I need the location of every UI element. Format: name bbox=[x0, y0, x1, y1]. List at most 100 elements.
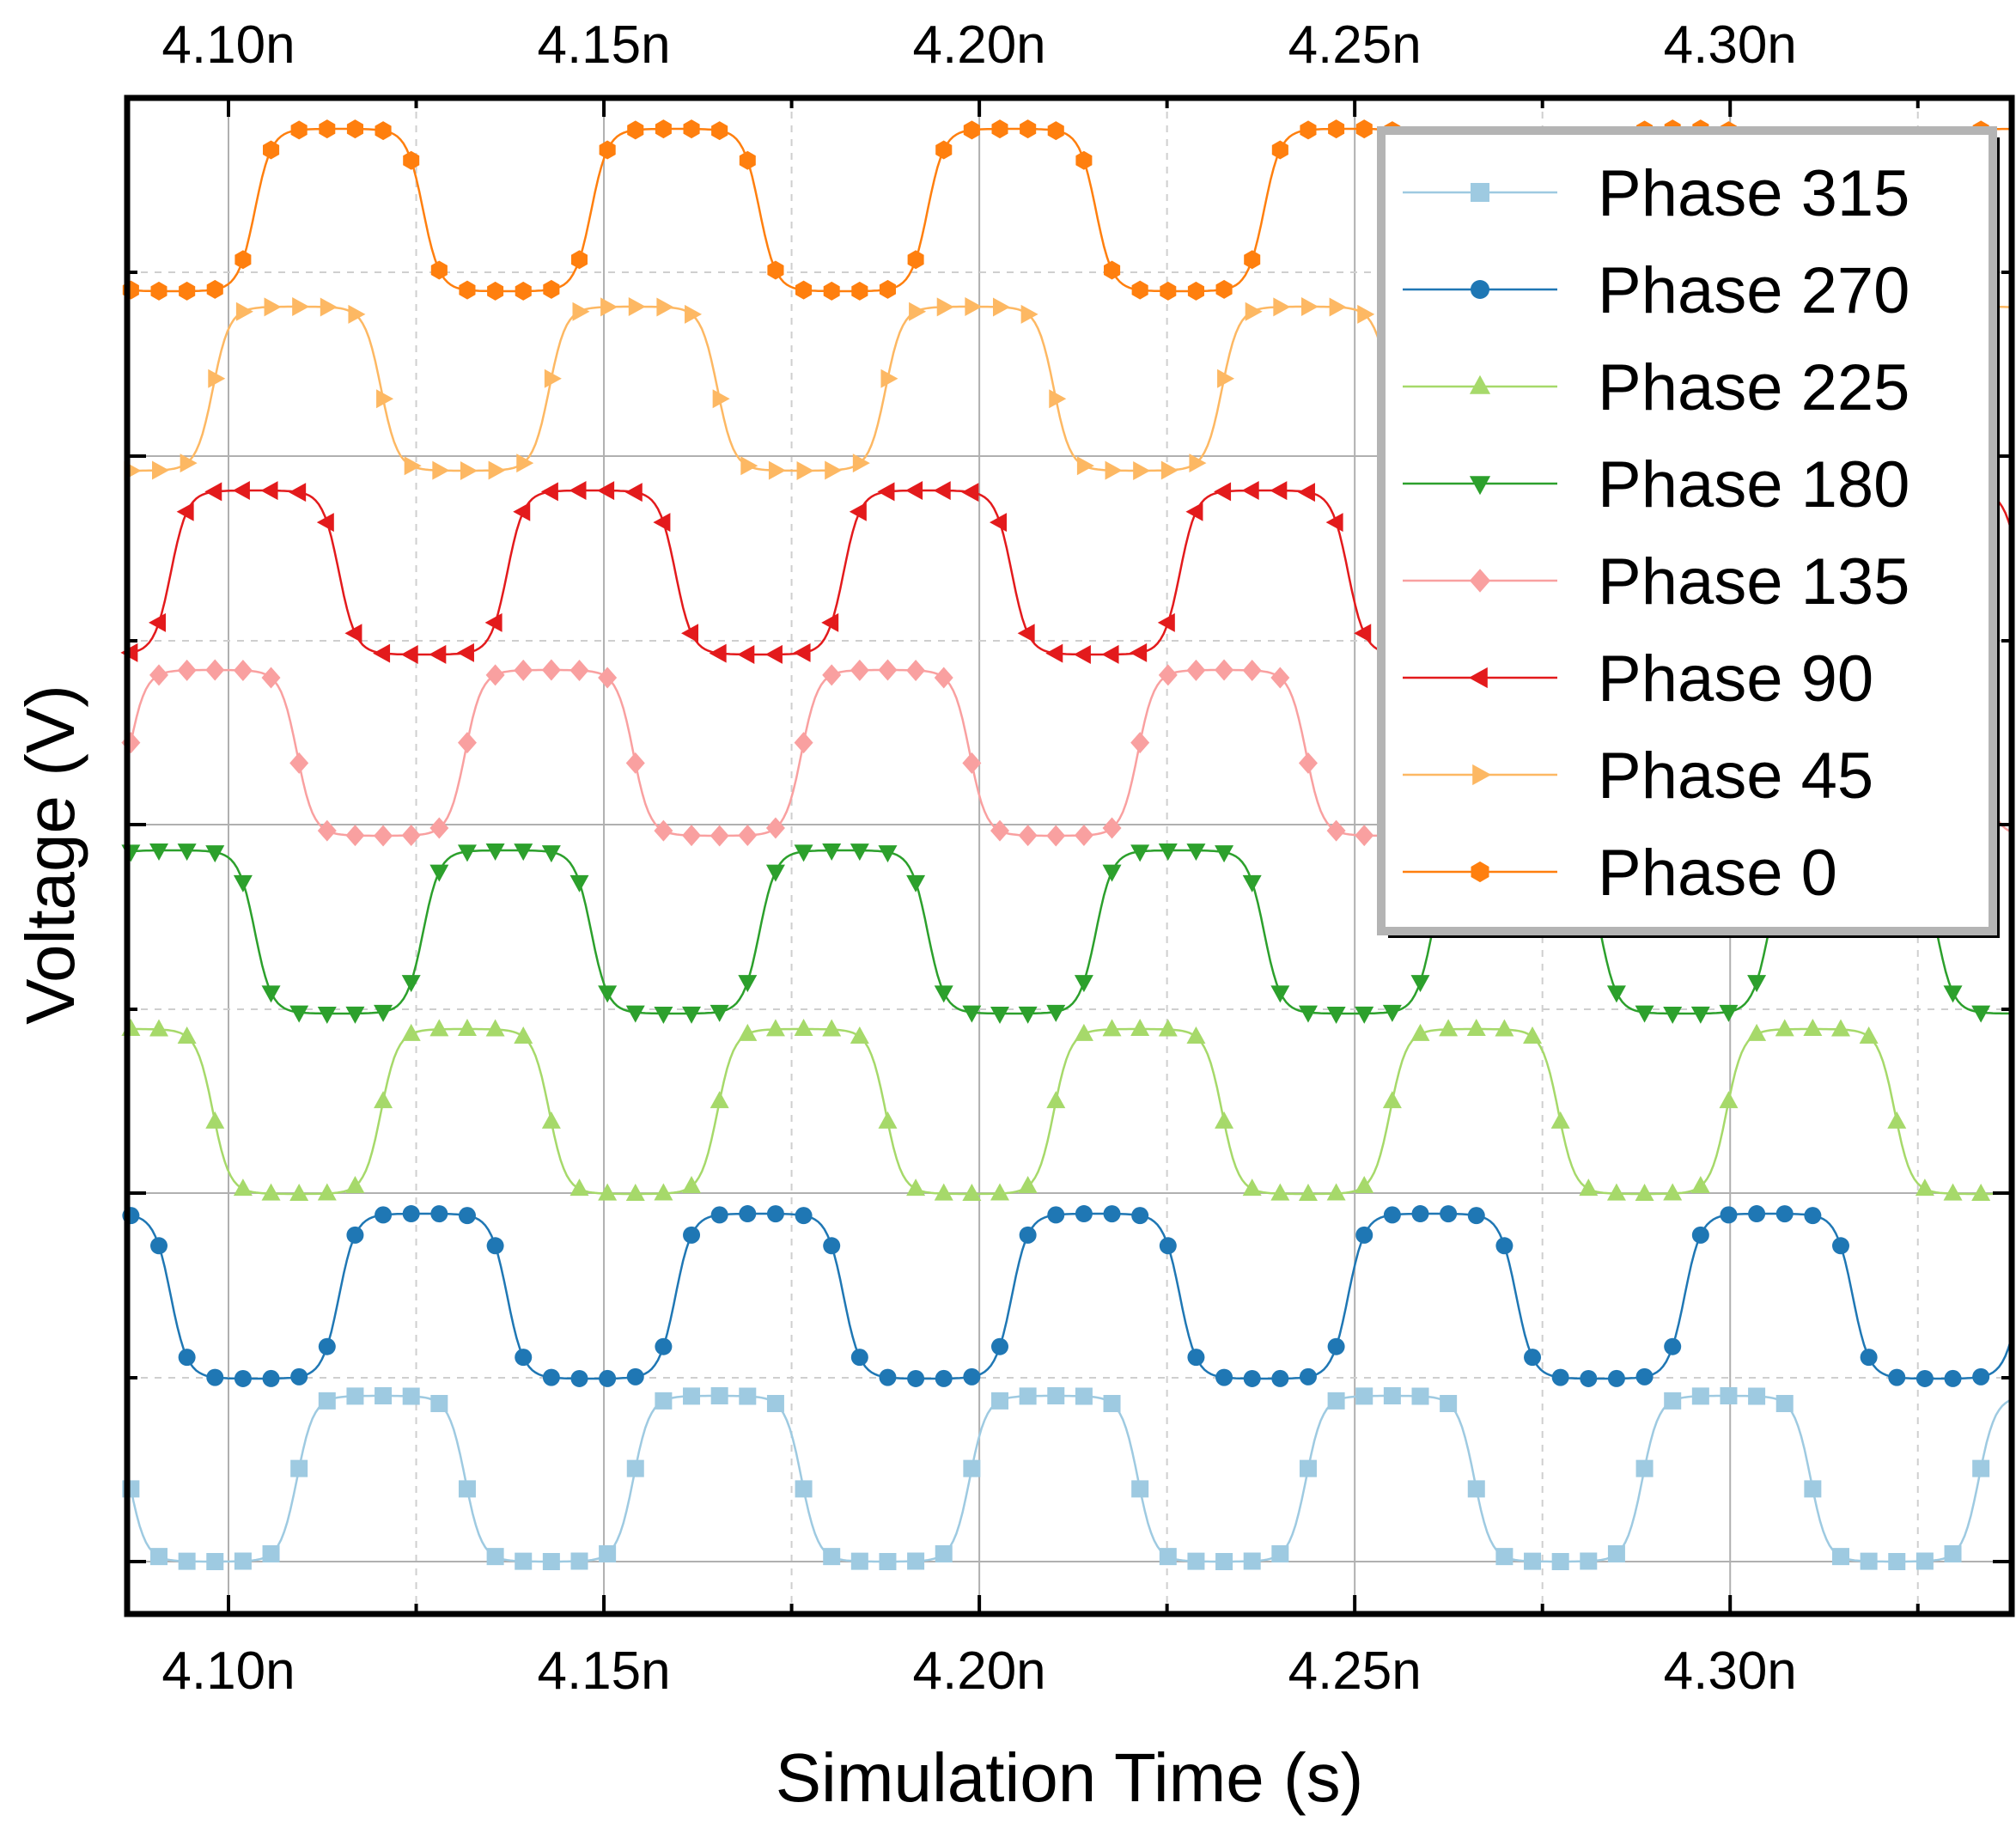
series-point-7-41 bbox=[1271, 140, 1288, 160]
series-point-1-31 bbox=[990, 1337, 1008, 1355]
series-point-3-37 bbox=[1158, 843, 1178, 862]
series-point-7-30 bbox=[963, 120, 980, 140]
series-point-1-14 bbox=[515, 1349, 533, 1367]
series-point-6-21 bbox=[712, 389, 730, 409]
series-point-1-65 bbox=[1944, 1369, 1962, 1387]
x-tick-label-bottom-3: 4.25n bbox=[1288, 1641, 1422, 1701]
series-point-2-62 bbox=[1859, 1026, 1879, 1044]
series-point-0-57 bbox=[1720, 1387, 1738, 1405]
series-point-5-35 bbox=[1101, 644, 1119, 664]
series-point-6-44 bbox=[1357, 304, 1375, 324]
legend-marker-0 bbox=[1471, 183, 1489, 202]
series-point-5-25 bbox=[821, 612, 839, 632]
series-point-7-42 bbox=[1300, 120, 1317, 140]
series-point-1-48 bbox=[1467, 1207, 1485, 1225]
series-point-5-7 bbox=[316, 513, 334, 533]
series-point-4-18 bbox=[625, 752, 645, 774]
series-point-6-12 bbox=[460, 460, 478, 480]
series-point-5-22 bbox=[737, 644, 755, 664]
series-point-7-20 bbox=[683, 119, 700, 139]
series-point-1-4 bbox=[234, 1369, 252, 1387]
series-point-7-43 bbox=[1328, 119, 1345, 139]
series-point-3-11 bbox=[429, 864, 449, 882]
series-point-3-18 bbox=[625, 1005, 645, 1023]
series-point-7-13 bbox=[487, 281, 504, 301]
series-point-6-14 bbox=[516, 454, 534, 473]
series-point-5-40 bbox=[1241, 481, 1259, 501]
series-point-1-57 bbox=[1720, 1206, 1738, 1224]
series-point-7-1 bbox=[150, 281, 167, 301]
series-point-4-30 bbox=[962, 752, 982, 774]
series-point-0-30 bbox=[963, 1459, 981, 1477]
series-phase-270 bbox=[122, 1205, 2013, 1387]
series-point-5-34 bbox=[1073, 644, 1091, 664]
series-point-2-1 bbox=[149, 1019, 169, 1037]
series-point-5-32 bbox=[1017, 624, 1035, 643]
series-phase-315 bbox=[122, 1387, 2013, 1570]
series-point-1-54 bbox=[1635, 1367, 1654, 1385]
legend-marker-3 bbox=[1469, 476, 1491, 496]
series-point-4-32 bbox=[1018, 825, 1038, 847]
series-point-2-60 bbox=[1803, 1019, 1823, 1037]
tick-marks bbox=[127, 98, 2012, 1614]
series-point-3-19 bbox=[654, 1006, 673, 1024]
series-point-5-19 bbox=[653, 513, 671, 533]
series-point-0-25 bbox=[823, 1548, 841, 1566]
series-point-1-37 bbox=[1159, 1237, 1177, 1255]
series-point-2-11 bbox=[429, 1019, 449, 1037]
series-point-0-56 bbox=[1691, 1387, 1709, 1405]
series-point-2-32 bbox=[1018, 1176, 1038, 1194]
series-point-1-30 bbox=[963, 1367, 981, 1385]
series-point-2-34 bbox=[1074, 1023, 1093, 1041]
series-point-5-36 bbox=[1130, 642, 1148, 662]
series-point-3-56 bbox=[1690, 1006, 1710, 1024]
series-point-6-4 bbox=[235, 301, 253, 321]
legend-marker-1 bbox=[1471, 280, 1489, 299]
series-point-1-41 bbox=[1271, 1369, 1289, 1387]
series-point-4-4 bbox=[233, 660, 253, 682]
series-point-1-36 bbox=[1131, 1207, 1149, 1225]
series-point-2-43 bbox=[1326, 1183, 1346, 1201]
series-point-6-29 bbox=[936, 297, 954, 317]
series-point-6-35 bbox=[1105, 460, 1123, 480]
series-point-4-43 bbox=[1326, 819, 1346, 842]
series-point-7-6 bbox=[290, 120, 308, 140]
series-point-5-28 bbox=[905, 481, 923, 501]
series-point-7-9 bbox=[375, 121, 392, 141]
series-point-7-32 bbox=[1020, 119, 1037, 139]
series-point-0-22 bbox=[739, 1387, 757, 1405]
series-point-6-10 bbox=[404, 456, 422, 476]
series-point-6-6 bbox=[292, 297, 310, 317]
series-point-6-22 bbox=[740, 456, 758, 476]
series-point-2-63 bbox=[1887, 1111, 1907, 1129]
series-point-2-3 bbox=[205, 1111, 225, 1129]
series-point-5-11 bbox=[429, 644, 447, 664]
series-point-2-13 bbox=[485, 1019, 505, 1037]
series-point-1-49 bbox=[1495, 1237, 1514, 1255]
plot-frame bbox=[124, 94, 2015, 1617]
series-point-4-23 bbox=[765, 817, 785, 839]
x-tick-label-bottom-4: 4.30n bbox=[1664, 1641, 1797, 1701]
series-point-1-56 bbox=[1691, 1226, 1709, 1244]
series-point-0-54 bbox=[1635, 1459, 1654, 1477]
series-point-4-3 bbox=[205, 659, 225, 681]
series-point-7-29 bbox=[935, 140, 953, 160]
series-point-2-23 bbox=[765, 1019, 785, 1037]
series-point-7-44 bbox=[1355, 119, 1373, 139]
series-point-5-10 bbox=[400, 644, 418, 664]
series-point-4-15 bbox=[541, 659, 561, 681]
series-point-1-44 bbox=[1355, 1226, 1373, 1244]
series-point-6-9 bbox=[376, 389, 394, 409]
series-point-1-45 bbox=[1383, 1206, 1401, 1224]
series-point-1-9 bbox=[375, 1206, 393, 1224]
series-line-1 bbox=[126, 1212, 2013, 1380]
series-point-2-33 bbox=[1046, 1091, 1066, 1109]
series-point-1-20 bbox=[683, 1226, 701, 1244]
series-point-1-66 bbox=[1972, 1367, 1990, 1385]
series-point-5-13 bbox=[484, 612, 502, 632]
series-point-0-47 bbox=[1440, 1395, 1458, 1413]
series-point-1-29 bbox=[935, 1369, 953, 1387]
series-point-5-15 bbox=[540, 482, 558, 502]
series-point-2-38 bbox=[1186, 1026, 1206, 1044]
x-tick-label-bottom-1: 4.15n bbox=[537, 1641, 670, 1701]
